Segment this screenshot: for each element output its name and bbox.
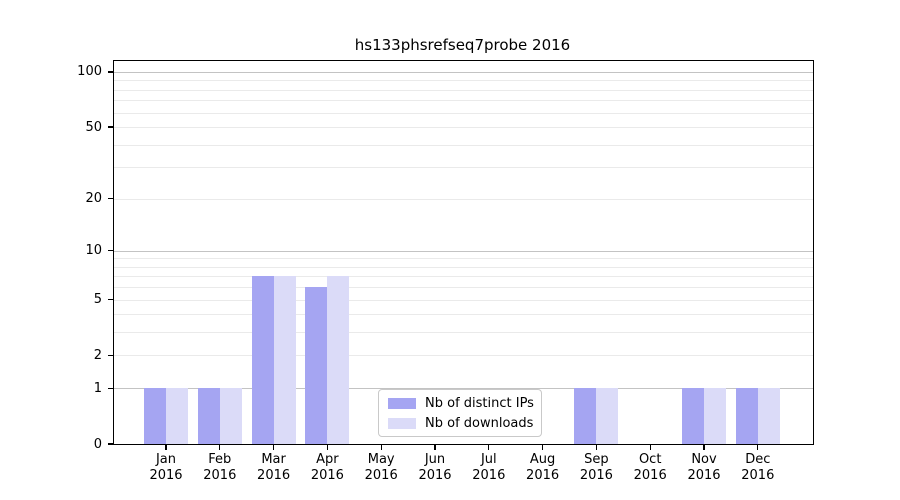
gridline-minor	[114, 258, 813, 260]
x-tick-label: Mar 2016	[257, 452, 291, 483]
gridline-minor	[114, 167, 813, 169]
gridline-minor	[114, 198, 813, 200]
legend-swatch-downloads	[388, 417, 416, 429]
gridline-major	[114, 71, 813, 73]
x-tick-label: May 2016	[364, 452, 398, 483]
y-tick	[107, 443, 113, 445]
bar-distinct-ips-feb-2016	[197, 388, 220, 444]
y-tick-label: 10	[85, 243, 102, 259]
legend-item-distinct-ips: Nb of distinct IPs	[388, 395, 534, 411]
y-tick	[107, 387, 113, 389]
y-tick-label: 100	[77, 64, 102, 80]
bar-downloads-mar-2016	[273, 276, 296, 444]
legend: Nb of distinct IPs Nb of downloads	[378, 389, 542, 437]
bar-distinct-ips-apr-2016	[305, 287, 328, 444]
gridline-minor	[114, 332, 813, 334]
x-tick-label: Sep 2016	[579, 452, 613, 483]
gridline-minor	[114, 100, 813, 102]
gridline-minor	[114, 127, 813, 129]
bar-downloads-jan-2016	[166, 388, 188, 444]
gridline-major	[114, 388, 813, 390]
y-tick	[107, 197, 113, 200]
bar-distinct-ips-nov-2016	[682, 388, 704, 444]
x-tick-label: Feb 2016	[203, 452, 237, 483]
y-tick-label: 0	[93, 436, 102, 452]
bar-distinct-ips-jan-2016	[144, 388, 166, 444]
x-tick	[488, 445, 490, 450]
gridline-minor	[114, 266, 813, 268]
x-tick-label: Jun 2016	[418, 452, 452, 483]
x-tick	[595, 445, 597, 450]
x-tick-label: Oct 2016	[633, 452, 667, 483]
x-tick-label: Apr 2016	[310, 452, 344, 483]
bar-downloads-nov-2016	[704, 388, 726, 444]
x-tick	[165, 445, 167, 450]
bar-downloads-dec-2016	[757, 388, 780, 444]
bar-distinct-ips-dec-2016	[735, 388, 758, 444]
y-tick	[107, 250, 113, 252]
gridline-minor	[114, 355, 813, 357]
y-tick	[107, 354, 113, 357]
x-tick	[326, 445, 328, 450]
bar-downloads-sep-2016	[596, 388, 619, 444]
y-tick	[107, 71, 113, 73]
x-tick-label: Dec 2016	[741, 452, 775, 483]
x-tick	[649, 445, 651, 450]
gridline-minor	[114, 80, 813, 82]
bar-distinct-ips-mar-2016	[251, 276, 274, 444]
legend-label-downloads: Nb of downloads	[425, 415, 534, 431]
y-tick	[107, 298, 113, 301]
gridline-minor	[114, 144, 813, 146]
gridline-major	[114, 250, 813, 252]
y-tick-label: 5	[93, 292, 102, 308]
gridline-minor	[114, 89, 813, 91]
legend-swatch-distinct-ips	[388, 397, 416, 409]
legend-label-distinct-ips: Nb of distinct IPs	[425, 395, 534, 411]
x-tick	[757, 445, 759, 450]
bar-downloads-feb-2016	[219, 388, 242, 444]
x-tick	[219, 445, 221, 450]
bar-downloads-apr-2016	[327, 276, 350, 444]
y-tick-label: 20	[85, 191, 102, 207]
gridline-minor	[114, 287, 813, 289]
gridline-minor	[114, 299, 813, 301]
legend-item-downloads: Nb of downloads	[388, 415, 534, 431]
y-tick-label: 2	[93, 347, 102, 363]
y-tick	[107, 126, 113, 128]
x-tick	[703, 445, 705, 450]
x-tick-label: Nov 2016	[687, 452, 721, 483]
x-tick-label: Aug 2016	[526, 452, 560, 483]
x-tick	[434, 445, 436, 450]
chart-title: hs133phsrefseq7probe 2016	[354, 36, 571, 54]
bar-distinct-ips-sep-2016	[574, 388, 597, 444]
plot-area: 0 1 2 5 10 20 50 100 Jan 2016 Feb 2016 Mar 2016 Apr…	[77, 60, 814, 483]
x-tick	[542, 445, 544, 450]
gridline-minor	[114, 314, 813, 316]
y-tick-label: 1	[93, 380, 102, 396]
x-tick-label: Jan 2016	[149, 452, 183, 483]
y-tick-label: 50	[85, 119, 102, 135]
x-tick	[380, 445, 382, 450]
x-tick-label: Jul 2016	[472, 452, 506, 483]
gridline-minor	[114, 112, 813, 114]
gridline-minor	[114, 276, 813, 278]
x-tick	[273, 445, 275, 450]
